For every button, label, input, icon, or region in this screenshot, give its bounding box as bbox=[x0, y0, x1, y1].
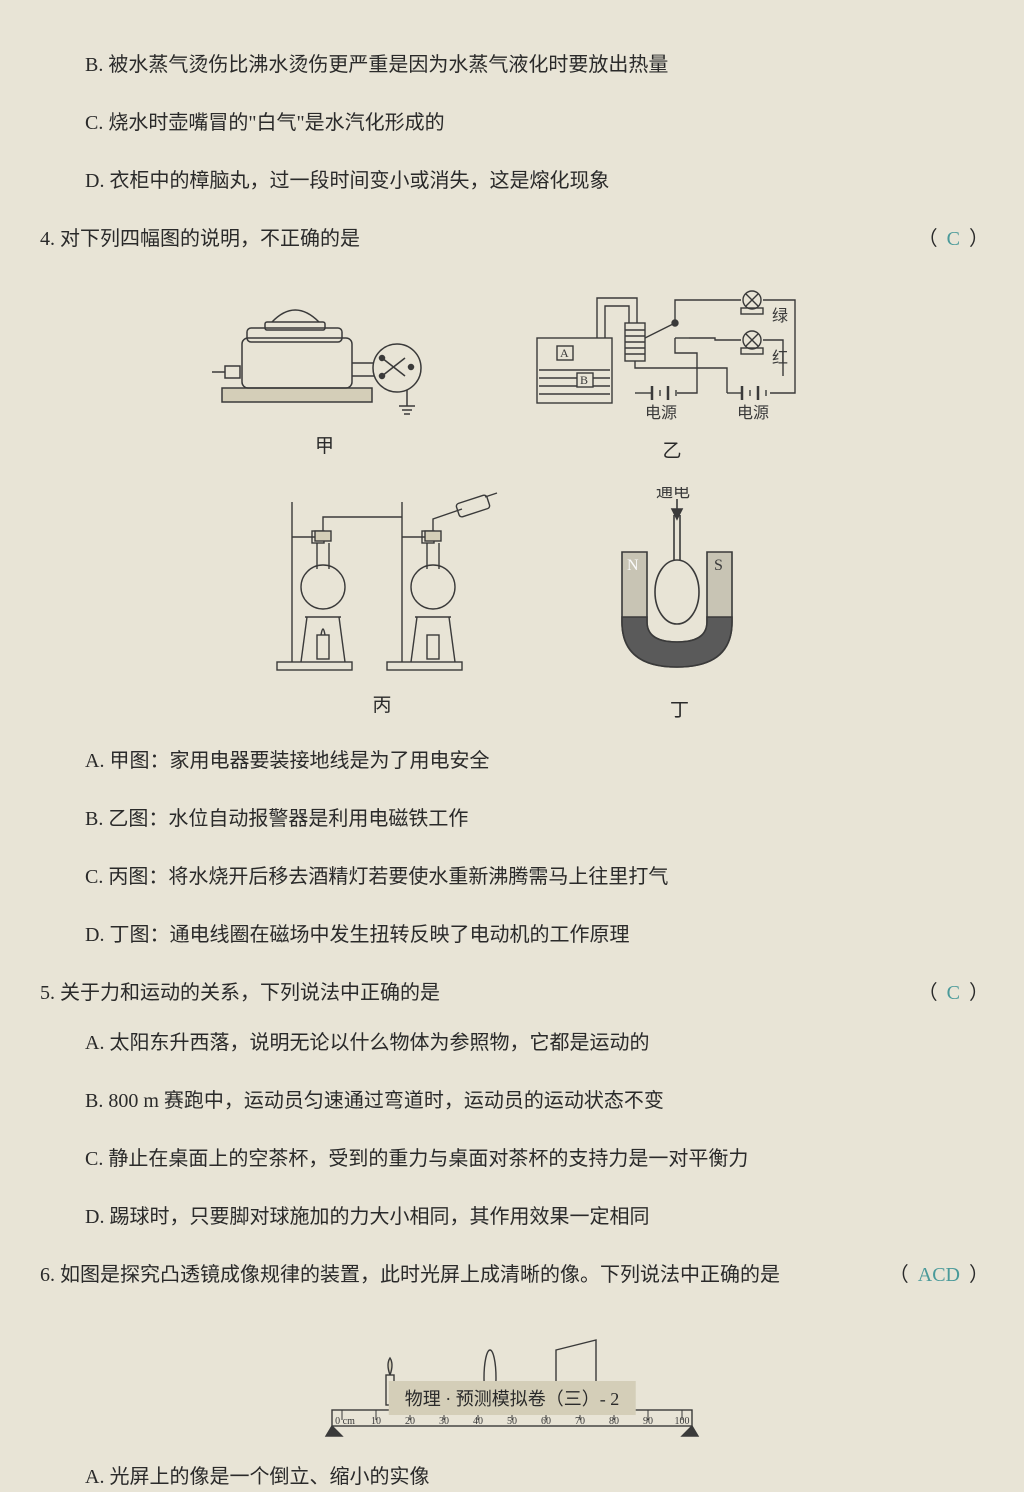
figure-ding-label: 丁 bbox=[670, 695, 689, 722]
svg-text:30: 30 bbox=[439, 1416, 449, 1427]
figure-bing-label: 丙 bbox=[372, 690, 391, 717]
figure-bing-svg bbox=[257, 487, 507, 682]
q3-option-b: B. 被水蒸气烫伤比沸水烫伤更严重是因为水蒸气液化时要放出热量 bbox=[85, 50, 994, 80]
svg-text:20: 20 bbox=[405, 1416, 415, 1427]
svg-text:80: 80 bbox=[609, 1416, 619, 1427]
svg-text:90: 90 bbox=[643, 1416, 653, 1427]
svg-text:50: 50 bbox=[507, 1416, 517, 1427]
svg-text:70: 70 bbox=[575, 1416, 585, 1427]
q3-option-c: C. 烧水时壶嘴冒的"白气"是水汽化形成的 bbox=[85, 108, 994, 138]
q6-figure: 0 cm 10 20 30 40 50 60 70 80 90 100 bbox=[30, 1320, 994, 1440]
fig-yi-green: 绿 bbox=[772, 307, 788, 325]
q4-stem-text: 4. 对下列四幅图的说明，不正确的是 bbox=[40, 228, 360, 250]
figure-jia-label: 甲 bbox=[315, 431, 334, 458]
page-footer: 物理 · 预测模拟卷（三）- 2 bbox=[389, 1381, 636, 1415]
q4-stem: 4. 对下列四幅图的说明，不正确的是 （ C ） bbox=[40, 224, 994, 254]
q4-figure-row-1: 甲 A B bbox=[30, 278, 994, 463]
q6-stem: 6. 如图是探究凸透镜成像规律的装置，此时光屏上成清晰的像。下列说法中正确的是 … bbox=[40, 1260, 994, 1290]
svg-text:40: 40 bbox=[473, 1416, 483, 1427]
fig-ding-S: S bbox=[714, 557, 723, 574]
q4-answer-paren: （ C ） bbox=[918, 224, 989, 254]
q5-answer: C bbox=[947, 982, 960, 1004]
q5-stem-text: 5. 关于力和运动的关系，下列说法中正确的是 bbox=[40, 982, 440, 1004]
q4-option-b: B. 乙图：水位自动报警器是利用电磁铁工作 bbox=[85, 804, 994, 834]
fig-yi-A: A bbox=[560, 346, 569, 360]
q6-answer-paren: （ ACD ） bbox=[889, 1260, 989, 1290]
q6-answer: ACD bbox=[918, 1264, 960, 1286]
q4-figure-jia: 甲 bbox=[207, 278, 442, 463]
q6-optical-bench-svg: 0 cm 10 20 30 40 50 60 70 80 90 100 bbox=[312, 1320, 712, 1440]
q4-figure-row-2: 丙 N S bbox=[30, 487, 994, 722]
fig-yi-power2: 电源 bbox=[737, 404, 769, 422]
q5-option-b: B. 800 m 赛跑中，运动员匀速通过弯道时，运动员的运动状态不变 bbox=[85, 1086, 994, 1116]
figure-jia-svg bbox=[207, 278, 442, 423]
fig-yi-power1: 电源 bbox=[645, 404, 677, 422]
svg-text:10: 10 bbox=[371, 1416, 381, 1427]
q4-option-c: C. 丙图：将水烧开后移去酒精灯若要使水重新沸腾需马上往里打气 bbox=[85, 862, 994, 892]
q5-stem: 5. 关于力和运动的关系，下列说法中正确的是 （ C ） bbox=[40, 978, 994, 1008]
q4-option-d: D. 丁图：通电线圈在磁场中发生扭转反映了电动机的工作原理 bbox=[85, 920, 994, 950]
figure-yi-label: 乙 bbox=[662, 436, 681, 463]
q4-figure-bing: 丙 bbox=[257, 487, 507, 722]
q5-answer-paren: （ C ） bbox=[918, 978, 989, 1008]
fig-ding-N: N bbox=[627, 557, 639, 574]
svg-text:100: 100 bbox=[675, 1416, 690, 1427]
fig-yi-B: B bbox=[580, 373, 588, 387]
q4-figure-ding: N S 通电 丁 bbox=[592, 487, 767, 722]
fig-yi-red: 红 bbox=[772, 349, 788, 367]
q4-figure-yi: A B bbox=[527, 278, 817, 463]
svg-text:0 cm: 0 cm bbox=[335, 1416, 355, 1427]
figure-yi-svg: A B bbox=[527, 278, 817, 428]
svg-text:60: 60 bbox=[541, 1416, 551, 1427]
q6-stem-text: 6. 如图是探究凸透镜成像规律的装置，此时光屏上成清晰的像。下列说法中正确的是 bbox=[40, 1264, 780, 1286]
q5-option-a: A. 太阳东升西落，说明无论以什么物体为参照物，它都是运动的 bbox=[85, 1028, 994, 1058]
q3-option-d: D. 衣柜中的樟脑丸，过一段时间变小或消失，这是熔化现象 bbox=[85, 166, 994, 196]
q4-option-a: A. 甲图：家用电器要装接地线是为了用电安全 bbox=[85, 746, 994, 776]
q4-answer: C bbox=[947, 228, 960, 250]
fig-ding-tongdian: 通电 bbox=[656, 487, 690, 501]
q5-option-d: D. 踢球时，只要脚对球施加的力大小相同，其作用效果一定相同 bbox=[85, 1202, 994, 1232]
q5-option-c: C. 静止在桌面上的空茶杯，受到的重力与桌面对茶杯的支持力是一对平衡力 bbox=[85, 1144, 994, 1174]
q6-option-a: A. 光屏上的像是一个倒立、缩小的实像 bbox=[85, 1462, 994, 1492]
figure-ding-svg: N S 通电 bbox=[592, 487, 767, 687]
